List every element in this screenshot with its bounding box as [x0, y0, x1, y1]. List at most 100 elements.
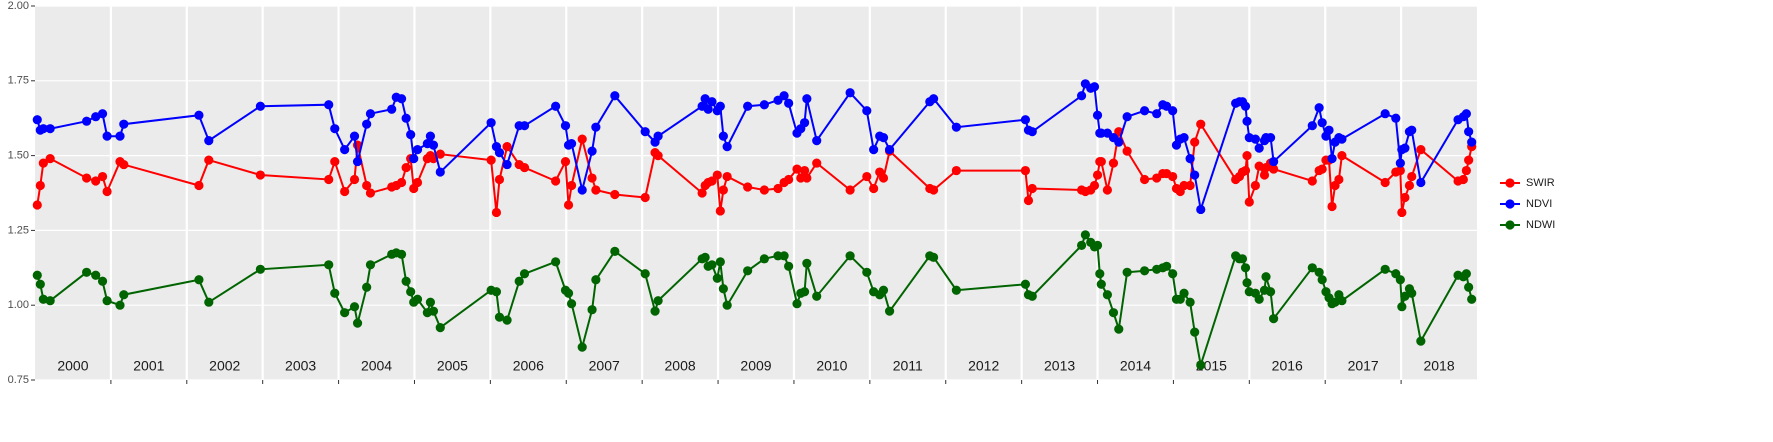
data-point — [1152, 109, 1162, 119]
y-tick-label: 1.00 — [8, 299, 29, 311]
data-point — [707, 176, 717, 186]
data-point — [428, 306, 439, 316]
data-point — [869, 145, 879, 155]
data-point — [38, 294, 48, 304]
data-point — [1244, 197, 1254, 207]
data-point — [425, 297, 436, 307]
data-point — [401, 113, 411, 123]
data-point — [1168, 269, 1178, 279]
data-point — [1380, 109, 1390, 119]
data-point — [38, 158, 48, 168]
data-point — [1242, 151, 1252, 161]
data-point — [97, 109, 108, 119]
data-point — [1324, 125, 1334, 135]
data-point — [204, 155, 214, 165]
data-point — [792, 299, 802, 309]
data-point — [1259, 170, 1270, 180]
data-point — [799, 118, 810, 128]
data-point — [928, 252, 939, 262]
data-point — [566, 299, 577, 309]
data-point — [878, 173, 889, 183]
data-point — [1139, 106, 1150, 116]
data-point — [1092, 110, 1103, 120]
data-point — [45, 124, 55, 134]
data-point — [1179, 133, 1189, 143]
data-point — [1250, 180, 1260, 191]
data-point — [396, 177, 407, 188]
year-label: 2000 — [57, 358, 88, 374]
data-point — [1190, 137, 1200, 147]
data-point — [1395, 158, 1405, 168]
data-point — [779, 251, 789, 261]
data-point — [45, 153, 55, 164]
data-point — [1327, 201, 1337, 212]
data-point — [884, 145, 895, 155]
data-point — [502, 159, 512, 170]
data-point — [1092, 170, 1103, 180]
data-point — [1185, 297, 1195, 307]
data-point — [715, 101, 725, 111]
data-point — [1330, 297, 1340, 307]
data-point — [1407, 125, 1417, 135]
data-point — [1122, 267, 1132, 277]
year-label: 2011 — [893, 358, 923, 374]
data-point — [884, 306, 895, 316]
data-point — [640, 127, 650, 137]
data-point — [1237, 254, 1248, 264]
data-point — [1314, 267, 1324, 277]
data-point — [722, 142, 732, 152]
data-point — [45, 296, 55, 306]
data-point — [1250, 134, 1260, 144]
data-point — [779, 91, 789, 101]
data-point — [362, 119, 372, 129]
data-point — [35, 180, 45, 191]
data-point — [812, 158, 822, 168]
data-point — [1314, 103, 1324, 113]
data-point — [707, 97, 717, 107]
data-point — [1190, 327, 1200, 337]
data-point — [566, 180, 577, 191]
data-point — [365, 109, 376, 119]
data-point — [1102, 290, 1112, 300]
data-point — [845, 88, 855, 98]
data-point — [1242, 278, 1252, 288]
data-point — [1265, 287, 1276, 297]
data-point — [1020, 279, 1031, 289]
data-point — [1020, 165, 1031, 176]
legend-key-point — [1505, 178, 1515, 188]
data-point — [845, 251, 855, 261]
data-point — [255, 170, 266, 180]
data-point — [340, 145, 350, 155]
data-point — [1023, 195, 1034, 206]
data-point — [591, 275, 601, 285]
data-point — [1317, 275, 1327, 285]
data-point — [1334, 174, 1344, 185]
data-point — [340, 308, 350, 318]
data-point — [1196, 204, 1206, 215]
data-point — [324, 100, 334, 110]
data-point — [1400, 143, 1410, 153]
data-point — [610, 91, 620, 101]
year-label: 2014 — [1120, 358, 1151, 374]
data-point — [119, 290, 129, 300]
data-point — [610, 189, 620, 200]
data-point — [255, 101, 266, 111]
data-point — [653, 131, 663, 141]
data-point — [1114, 324, 1124, 334]
data-point — [862, 106, 872, 116]
data-point — [773, 183, 783, 194]
data-point — [1196, 360, 1206, 370]
year-label: 2017 — [1348, 358, 1379, 374]
data-point — [722, 171, 732, 182]
data-point — [759, 185, 769, 195]
data-point — [1139, 266, 1150, 276]
data-point — [587, 173, 597, 183]
year-label: 2002 — [209, 358, 240, 374]
data-point — [91, 270, 101, 280]
data-point — [759, 100, 769, 110]
data-point — [784, 174, 794, 185]
data-point — [1122, 112, 1132, 122]
data-point — [1404, 180, 1415, 191]
data-point — [1395, 275, 1405, 285]
